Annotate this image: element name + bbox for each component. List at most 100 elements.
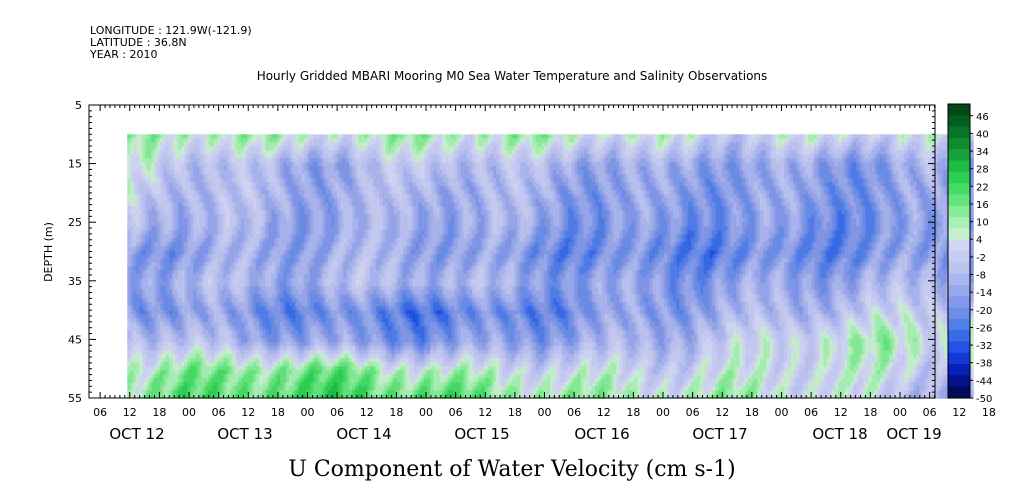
heatmap-cell (310, 154, 314, 159)
heatmap-cell (343, 162, 347, 167)
heatmap-cell (868, 190, 872, 195)
heatmap-cell (262, 170, 266, 175)
heatmap-cell (466, 158, 470, 163)
heatmap-cell (367, 202, 371, 207)
heatmap-cell (799, 182, 803, 187)
heatmap-cell (379, 166, 383, 171)
heatmap-cell (895, 174, 899, 179)
heatmap-cell (181, 138, 185, 143)
heatmap-cell (166, 186, 170, 191)
heatmap-cell (265, 134, 269, 139)
heatmap-cell (613, 162, 617, 167)
heatmap-cell (913, 166, 917, 171)
heatmap-cell (517, 198, 521, 203)
heatmap-cell (367, 178, 371, 183)
heatmap-cell (409, 198, 413, 203)
heatmap-cell (727, 142, 731, 147)
heatmap-cell (439, 150, 443, 155)
heatmap-cell (388, 182, 392, 187)
heatmap-cell (355, 142, 359, 147)
heatmap-cell (409, 182, 413, 187)
heatmap-cell (334, 150, 338, 155)
heatmap-cell (406, 198, 410, 203)
heatmap-cell (250, 174, 254, 179)
heatmap-cell (238, 174, 242, 179)
heatmap-cell (943, 170, 947, 175)
heatmap-cell (532, 174, 536, 179)
heatmap-cell (655, 182, 659, 187)
heatmap-cell (439, 162, 443, 167)
heatmap-cell (304, 138, 308, 143)
heatmap-cell (508, 150, 512, 155)
heatmap-cell (853, 186, 857, 191)
heatmap-cell (205, 134, 209, 139)
heatmap-cell (283, 166, 287, 171)
heatmap-cell (745, 134, 749, 139)
heatmap-cell (184, 202, 188, 207)
heatmap-cell (508, 190, 512, 195)
heatmap-cell (523, 142, 527, 147)
heatmap-cell (364, 154, 368, 159)
heatmap-cell (292, 186, 296, 191)
heatmap-cell (763, 182, 767, 187)
heatmap-cell (916, 162, 920, 167)
heatmap-cell (742, 154, 746, 159)
heatmap-cell (466, 138, 470, 143)
heatmap-cell (424, 150, 428, 155)
heatmap-cell (310, 182, 314, 187)
heatmap-cell (763, 154, 767, 159)
heatmap-cell (352, 134, 356, 139)
heatmap-cell (880, 190, 884, 195)
heatmap-cell (637, 150, 641, 155)
heatmap-cell (175, 162, 179, 167)
heatmap-cell (226, 146, 230, 151)
heatmap-cell (265, 162, 269, 167)
heatmap-cell (217, 154, 221, 159)
heatmap-cell (232, 142, 236, 147)
heatmap-cell (418, 142, 422, 147)
heatmap-cell (394, 170, 398, 175)
heatmap-cell (484, 166, 488, 171)
heatmap-cell (559, 138, 563, 143)
heatmap-cell (172, 190, 176, 195)
heatmap-cell (166, 154, 170, 159)
heatmap-cell (874, 146, 878, 151)
heatmap-cell (739, 158, 743, 163)
heatmap-cell (544, 134, 548, 139)
heatmap-cell (400, 154, 404, 159)
heatmap-cell (277, 158, 281, 163)
heatmap-cell (154, 146, 158, 151)
heatmap-cell (913, 150, 917, 155)
heatmap-cell (727, 198, 731, 203)
heatmap-cell (844, 142, 848, 147)
heatmap-cell (499, 162, 503, 167)
heatmap-cell (190, 146, 194, 151)
heatmap-cell (577, 166, 581, 171)
heatmap-cell (469, 190, 473, 195)
heatmap-cell (970, 162, 974, 167)
heatmap-cell (196, 186, 200, 191)
heatmap-cell (778, 166, 782, 171)
heatmap-cell (847, 174, 851, 179)
heatmap-cell (256, 190, 260, 195)
heatmap-cell (412, 186, 416, 191)
heatmap-cell (862, 150, 866, 155)
heatmap-cell (217, 146, 221, 151)
heatmap-cell (697, 182, 701, 187)
heatmap-cell (829, 142, 833, 147)
heatmap-cell (208, 138, 212, 143)
heatmap-cell (706, 142, 710, 147)
heatmap-cell (199, 138, 203, 143)
heatmap-cell (403, 190, 407, 195)
heatmap-cell (520, 198, 524, 203)
heatmap-cell (481, 154, 485, 159)
heatmap-cell (313, 190, 317, 195)
heatmap-cell (226, 134, 230, 139)
heatmap-cell (148, 146, 152, 151)
heatmap-cell (163, 202, 167, 207)
heatmap-cell (382, 142, 386, 147)
heatmap-cell (298, 146, 302, 151)
heatmap-cell (592, 178, 596, 183)
heatmap-cell (919, 178, 923, 183)
heatmap-cell (448, 162, 452, 167)
